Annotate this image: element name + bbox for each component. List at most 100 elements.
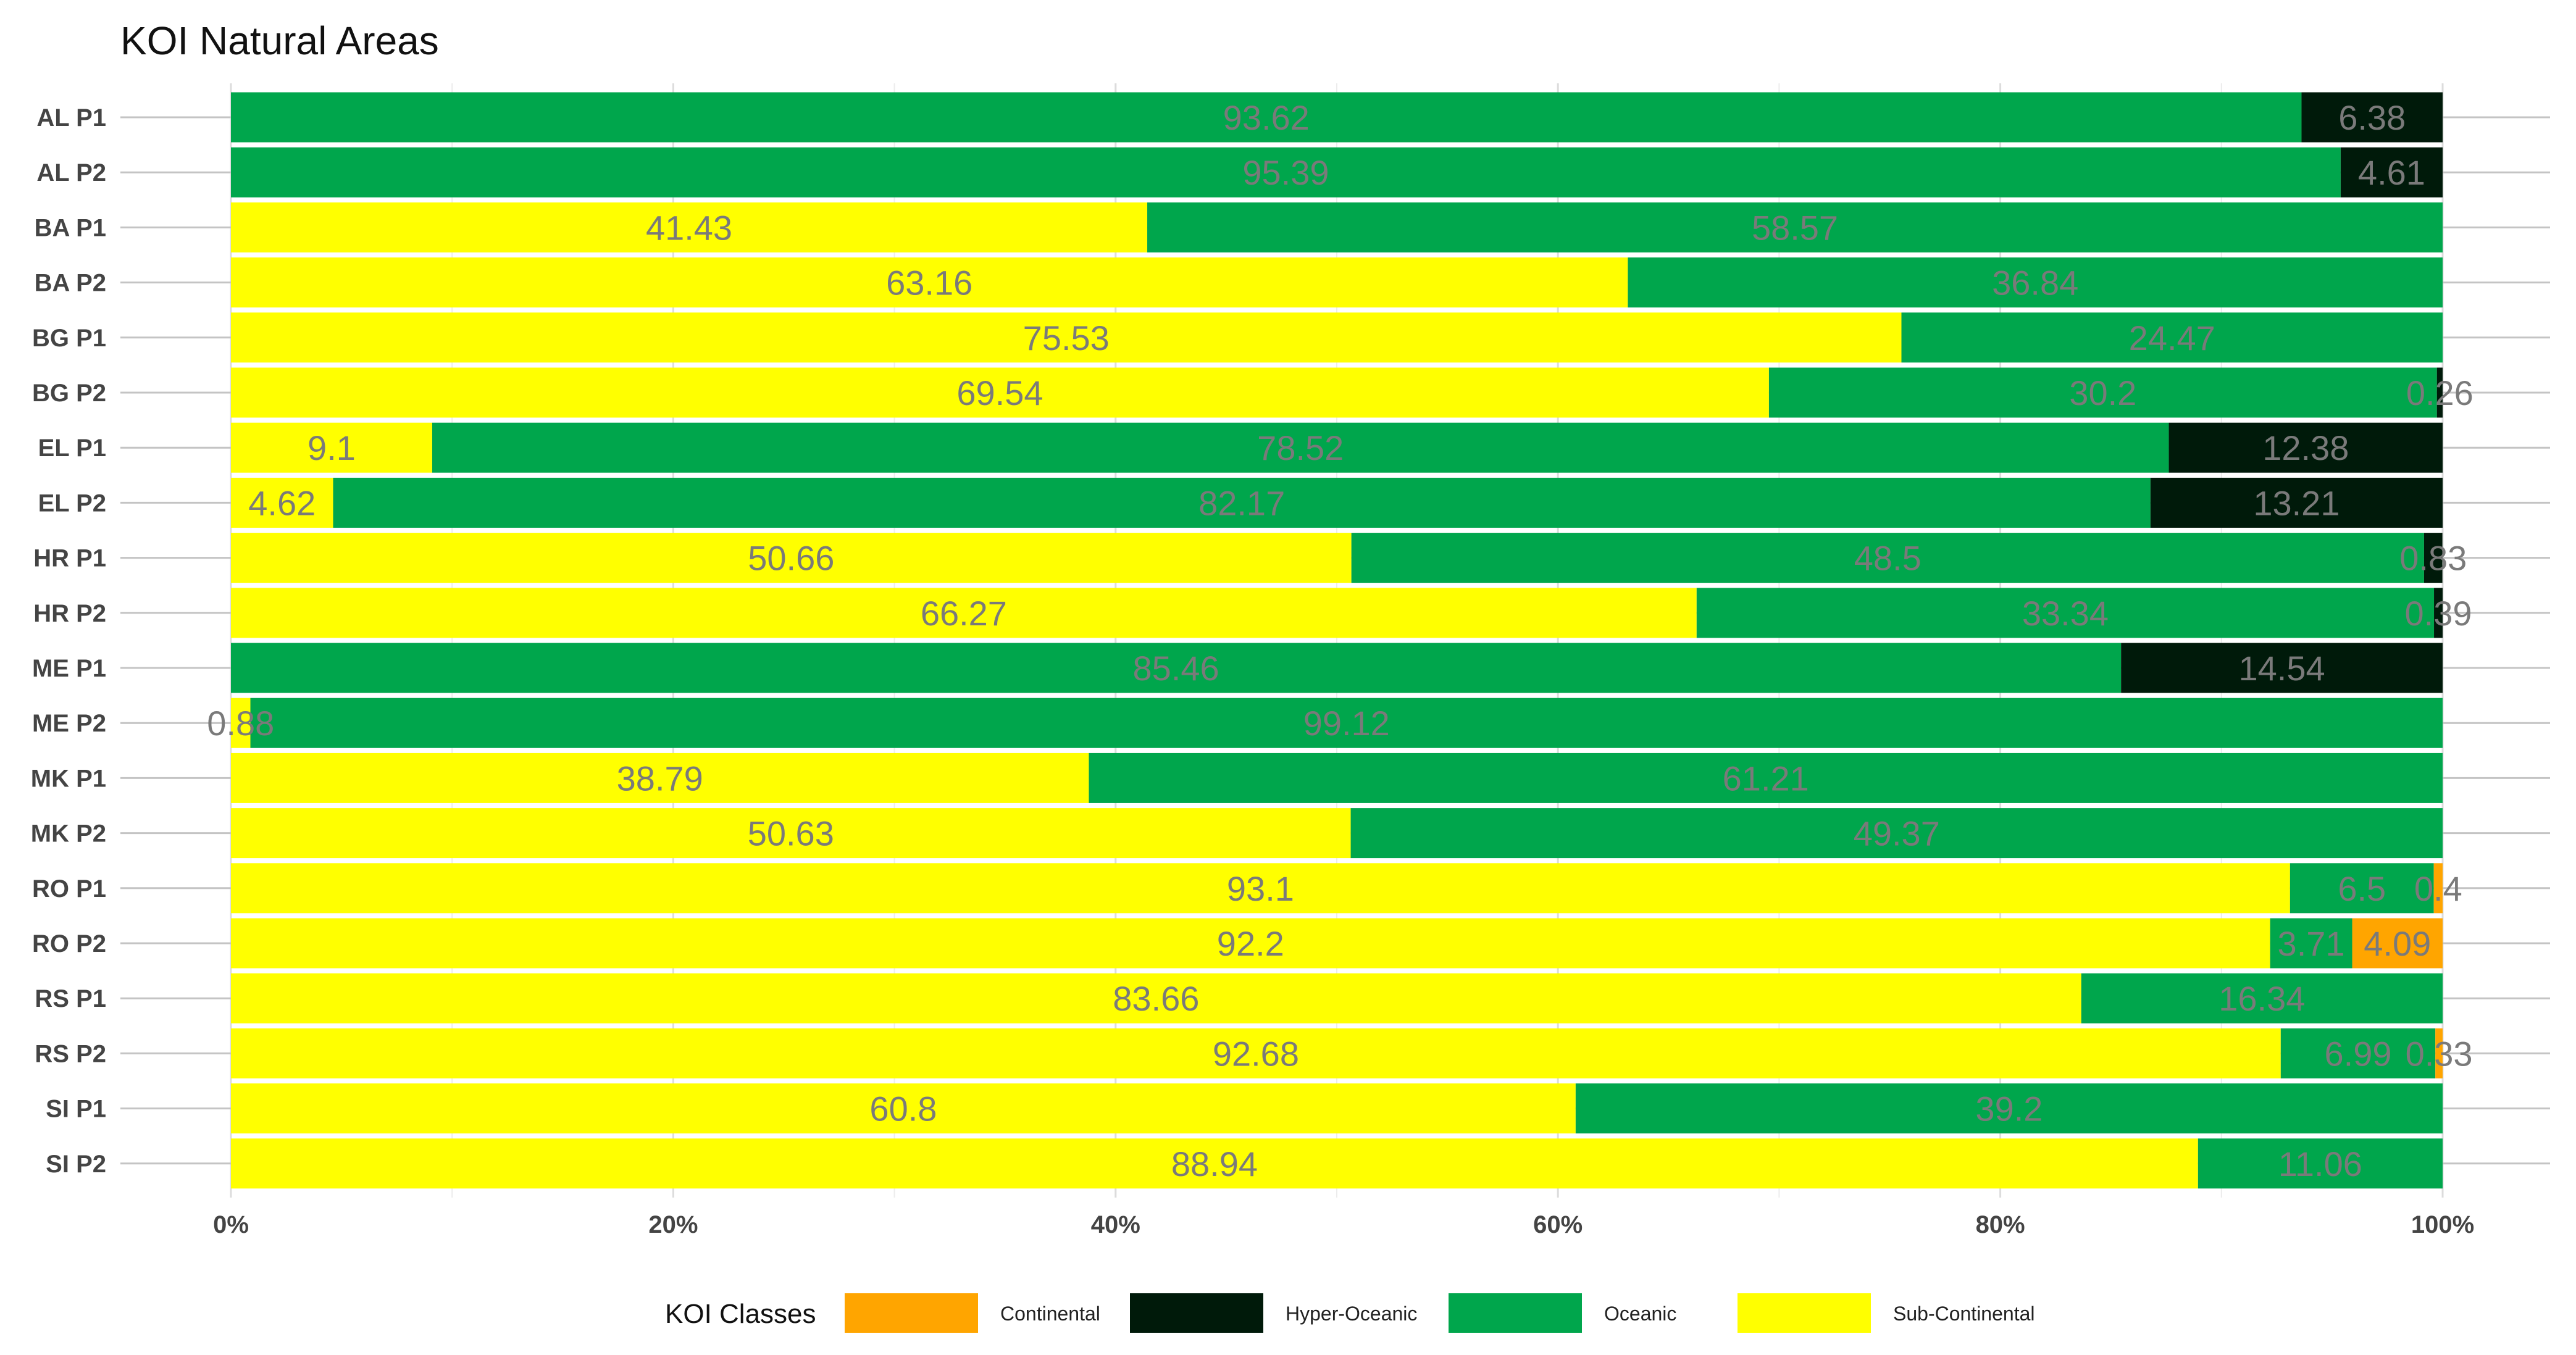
y-tick-label-el-p1: EL P1 <box>38 435 106 462</box>
bar-segment-al-p2-oceanic <box>231 147 2341 198</box>
y-tick-label-ro-p2: RO P2 <box>32 930 106 957</box>
x-axis: 0% 20% 40% 60% 80% 100% <box>213 1211 2474 1238</box>
data-label-al-p1-hyper-oceanic: 6.38 <box>2338 98 2406 137</box>
y-tick-label-ba-p1: BA P1 <box>35 214 106 241</box>
legend-key-oceanic <box>1449 1293 1582 1333</box>
x-tick-label-20-pct: 20% <box>648 1211 698 1238</box>
bar-segment-hr-p1-hyper-oceanic <box>2423 533 2443 583</box>
y-tick-label-mk-p1: MK P1 <box>31 765 106 792</box>
data-label-hr-p2-sub-continental: 66.27 <box>921 594 1007 633</box>
bar-segment-ba-p2-oceanic <box>1628 257 2443 308</box>
y-tick-label-ba-p2: BA P2 <box>35 270 106 297</box>
legend-title: KOI Classes <box>665 1299 816 1329</box>
y-tick-label-si-p1: SI P1 <box>46 1096 106 1123</box>
data-label-ro-p2-continental: 4.09 <box>2364 924 2431 963</box>
bar-segment-ro-p1-sub-continental <box>231 863 2290 914</box>
data-label-ro-p2-oceanic: 3.71 <box>2278 924 2345 963</box>
data-label-hr-p1-sub-continental: 50.66 <box>748 539 834 578</box>
bar-segment-bg-p2-sub-continental <box>231 367 1769 418</box>
y-tick-label-hr-p2: HR P2 <box>33 600 106 627</box>
legend-label-sub-continental: Sub-Continental <box>1893 1303 2034 1325</box>
data-label-si-p1-sub-continental: 60.8 <box>869 1090 937 1128</box>
x-tick-label-0-pct: 0% <box>213 1211 249 1238</box>
bar-segment-el-p1-oceanic <box>432 422 2169 473</box>
bar-segment-ba-p1-oceanic <box>1147 202 2443 252</box>
data-label-mk-p1-oceanic: 61.21 <box>1723 759 1809 798</box>
data-label-bg-p1-oceanic: 24.47 <box>2129 319 2215 357</box>
data-label-bg-p1-sub-continental: 75.53 <box>1023 319 1110 357</box>
data-label-bg-p2-oceanic: 30.2 <box>2069 373 2136 412</box>
bar-segment-ro-p1-oceanic <box>2290 863 2434 914</box>
data-label-ba-p2-oceanic: 36.84 <box>1992 264 2078 302</box>
data-labels-layer: 93.62 6.38 95.39 4.61 41.43 58.57 63.16 36.84 75… <box>207 98 2474 1183</box>
y-tick-label-al-p2: AL P2 <box>36 159 106 186</box>
bar-segment-hr-p2-sub-continental <box>231 588 1697 638</box>
data-label-ro-p2-sub-continental: 92.2 <box>1217 924 1284 963</box>
data-label-ro-p1-continental: 0.4 <box>2414 869 2462 908</box>
bar-segment-bg-p1-oceanic <box>1901 312 2443 363</box>
y-tick-label-me-p1: ME P1 <box>32 655 106 682</box>
bar-segment-mk-p1-sub-continental <box>231 753 1089 803</box>
data-label-al-p1-oceanic: 93.62 <box>1223 98 1310 137</box>
bar-segment-hr-p2-oceanic <box>1696 588 2435 638</box>
data-label-el-p2-hyper-oceanic: 13.21 <box>2253 483 2340 522</box>
data-label-al-p2-hyper-oceanic: 4.61 <box>2358 153 2425 192</box>
bar-segment-me-p2-oceanic <box>250 698 2443 748</box>
data-label-rs-p2-oceanic: 6.99 <box>2324 1034 2391 1073</box>
legend-label-oceanic: Oceanic <box>1604 1303 1676 1325</box>
bar-segment-rs-p1-oceanic <box>2081 973 2443 1024</box>
data-label-me-p2-oceanic: 99.12 <box>1303 704 1390 743</box>
data-label-bg-p2-sub-continental: 69.54 <box>956 373 1043 412</box>
y-tick-label-bg-p1: BG P1 <box>32 325 106 352</box>
data-label-ba-p1-sub-continental: 41.43 <box>646 208 732 247</box>
y-tick-label-me-p2: ME P2 <box>32 710 106 737</box>
data-label-hr-p2-hyper-oceanic: 0.39 <box>2405 594 2472 633</box>
bar-segment-al-p1-hyper-oceanic <box>2301 92 2443 143</box>
data-label-ba-p1-oceanic: 58.57 <box>1752 208 1838 247</box>
data-label-rs-p2-continental: 0.33 <box>2406 1034 2473 1073</box>
bar-segment-el-p1-sub-continental <box>231 422 432 473</box>
bar-segment-ba-p2-sub-continental <box>231 257 1628 308</box>
data-label-mk-p2-oceanic: 49.37 <box>1854 814 1940 853</box>
data-label-el-p2-oceanic: 82.17 <box>1198 483 1285 522</box>
bar-segment-si-p2-oceanic <box>2198 1138 2443 1189</box>
data-label-hr-p2-oceanic: 33.34 <box>2022 594 2109 633</box>
data-label-el-p2-sub-continental: 4.62 <box>248 483 316 522</box>
bar-segment-ro-p1-continental <box>2433 863 2443 914</box>
data-label-mk-p1-sub-continental: 38.79 <box>617 759 703 798</box>
data-label-me-p2-sub-continental: 0.88 <box>207 704 274 743</box>
bar-segment-si-p1-sub-continental <box>231 1083 1576 1134</box>
bar-segment-bg-p2-oceanic <box>1768 367 2437 418</box>
data-label-ba-p2-sub-continental: 63.16 <box>886 264 972 302</box>
bar-segment-mk-p2-sub-continental <box>231 808 1351 859</box>
bar-segment-rs-p2-continental <box>2435 1028 2443 1078</box>
data-label-al-p2-oceanic: 95.39 <box>1242 153 1329 192</box>
data-label-el-p1-sub-continental: 9.1 <box>307 428 356 467</box>
bar-segment-me-p2-sub-continental <box>231 698 251 748</box>
bar-segment-hr-p1-oceanic <box>1351 533 2424 583</box>
data-label-el-p1-oceanic: 78.52 <box>1257 428 1344 467</box>
data-label-si-p2-sub-continental: 88.94 <box>1171 1144 1258 1183</box>
bar-segment-rs-p2-oceanic <box>2280 1028 2436 1078</box>
bar-segment-ro-p2-continental <box>2352 918 2443 969</box>
bar-segment-rs-p1-sub-continental <box>231 973 2081 1024</box>
data-label-rs-p1-oceanic: 16.34 <box>2218 979 2305 1018</box>
data-label-si-p1-oceanic: 39.2 <box>1975 1090 2043 1128</box>
data-label-hr-p1-hyper-oceanic: 0.83 <box>2399 539 2467 578</box>
x-tick-label-40-pct: 40% <box>1091 1211 1140 1238</box>
bar-segment-al-p2-hyper-oceanic <box>2340 147 2443 198</box>
y-tick-label-ro-p1: RO P1 <box>32 875 106 903</box>
data-label-bg-p2-hyper-oceanic: 0.26 <box>2406 373 2474 412</box>
bar-segment-hr-p1-sub-continental <box>231 533 1352 583</box>
legend-key-continental <box>845 1293 978 1333</box>
bar-segment-el-p2-sub-continental <box>231 477 333 528</box>
legend-key-hyper-oceanic <box>1130 1293 1263 1333</box>
bar-segment-el-p2-oceanic <box>333 477 2151 528</box>
bar-segment-bg-p2-hyper-oceanic <box>2436 367 2443 418</box>
bar-segment-ba-p1-sub-continental <box>231 202 1148 252</box>
y-tick-label-si-p2: SI P2 <box>46 1151 106 1178</box>
bar-segment-rs-p2-sub-continental <box>231 1028 2281 1078</box>
x-tick-label-100-pct: 100% <box>2411 1211 2474 1238</box>
